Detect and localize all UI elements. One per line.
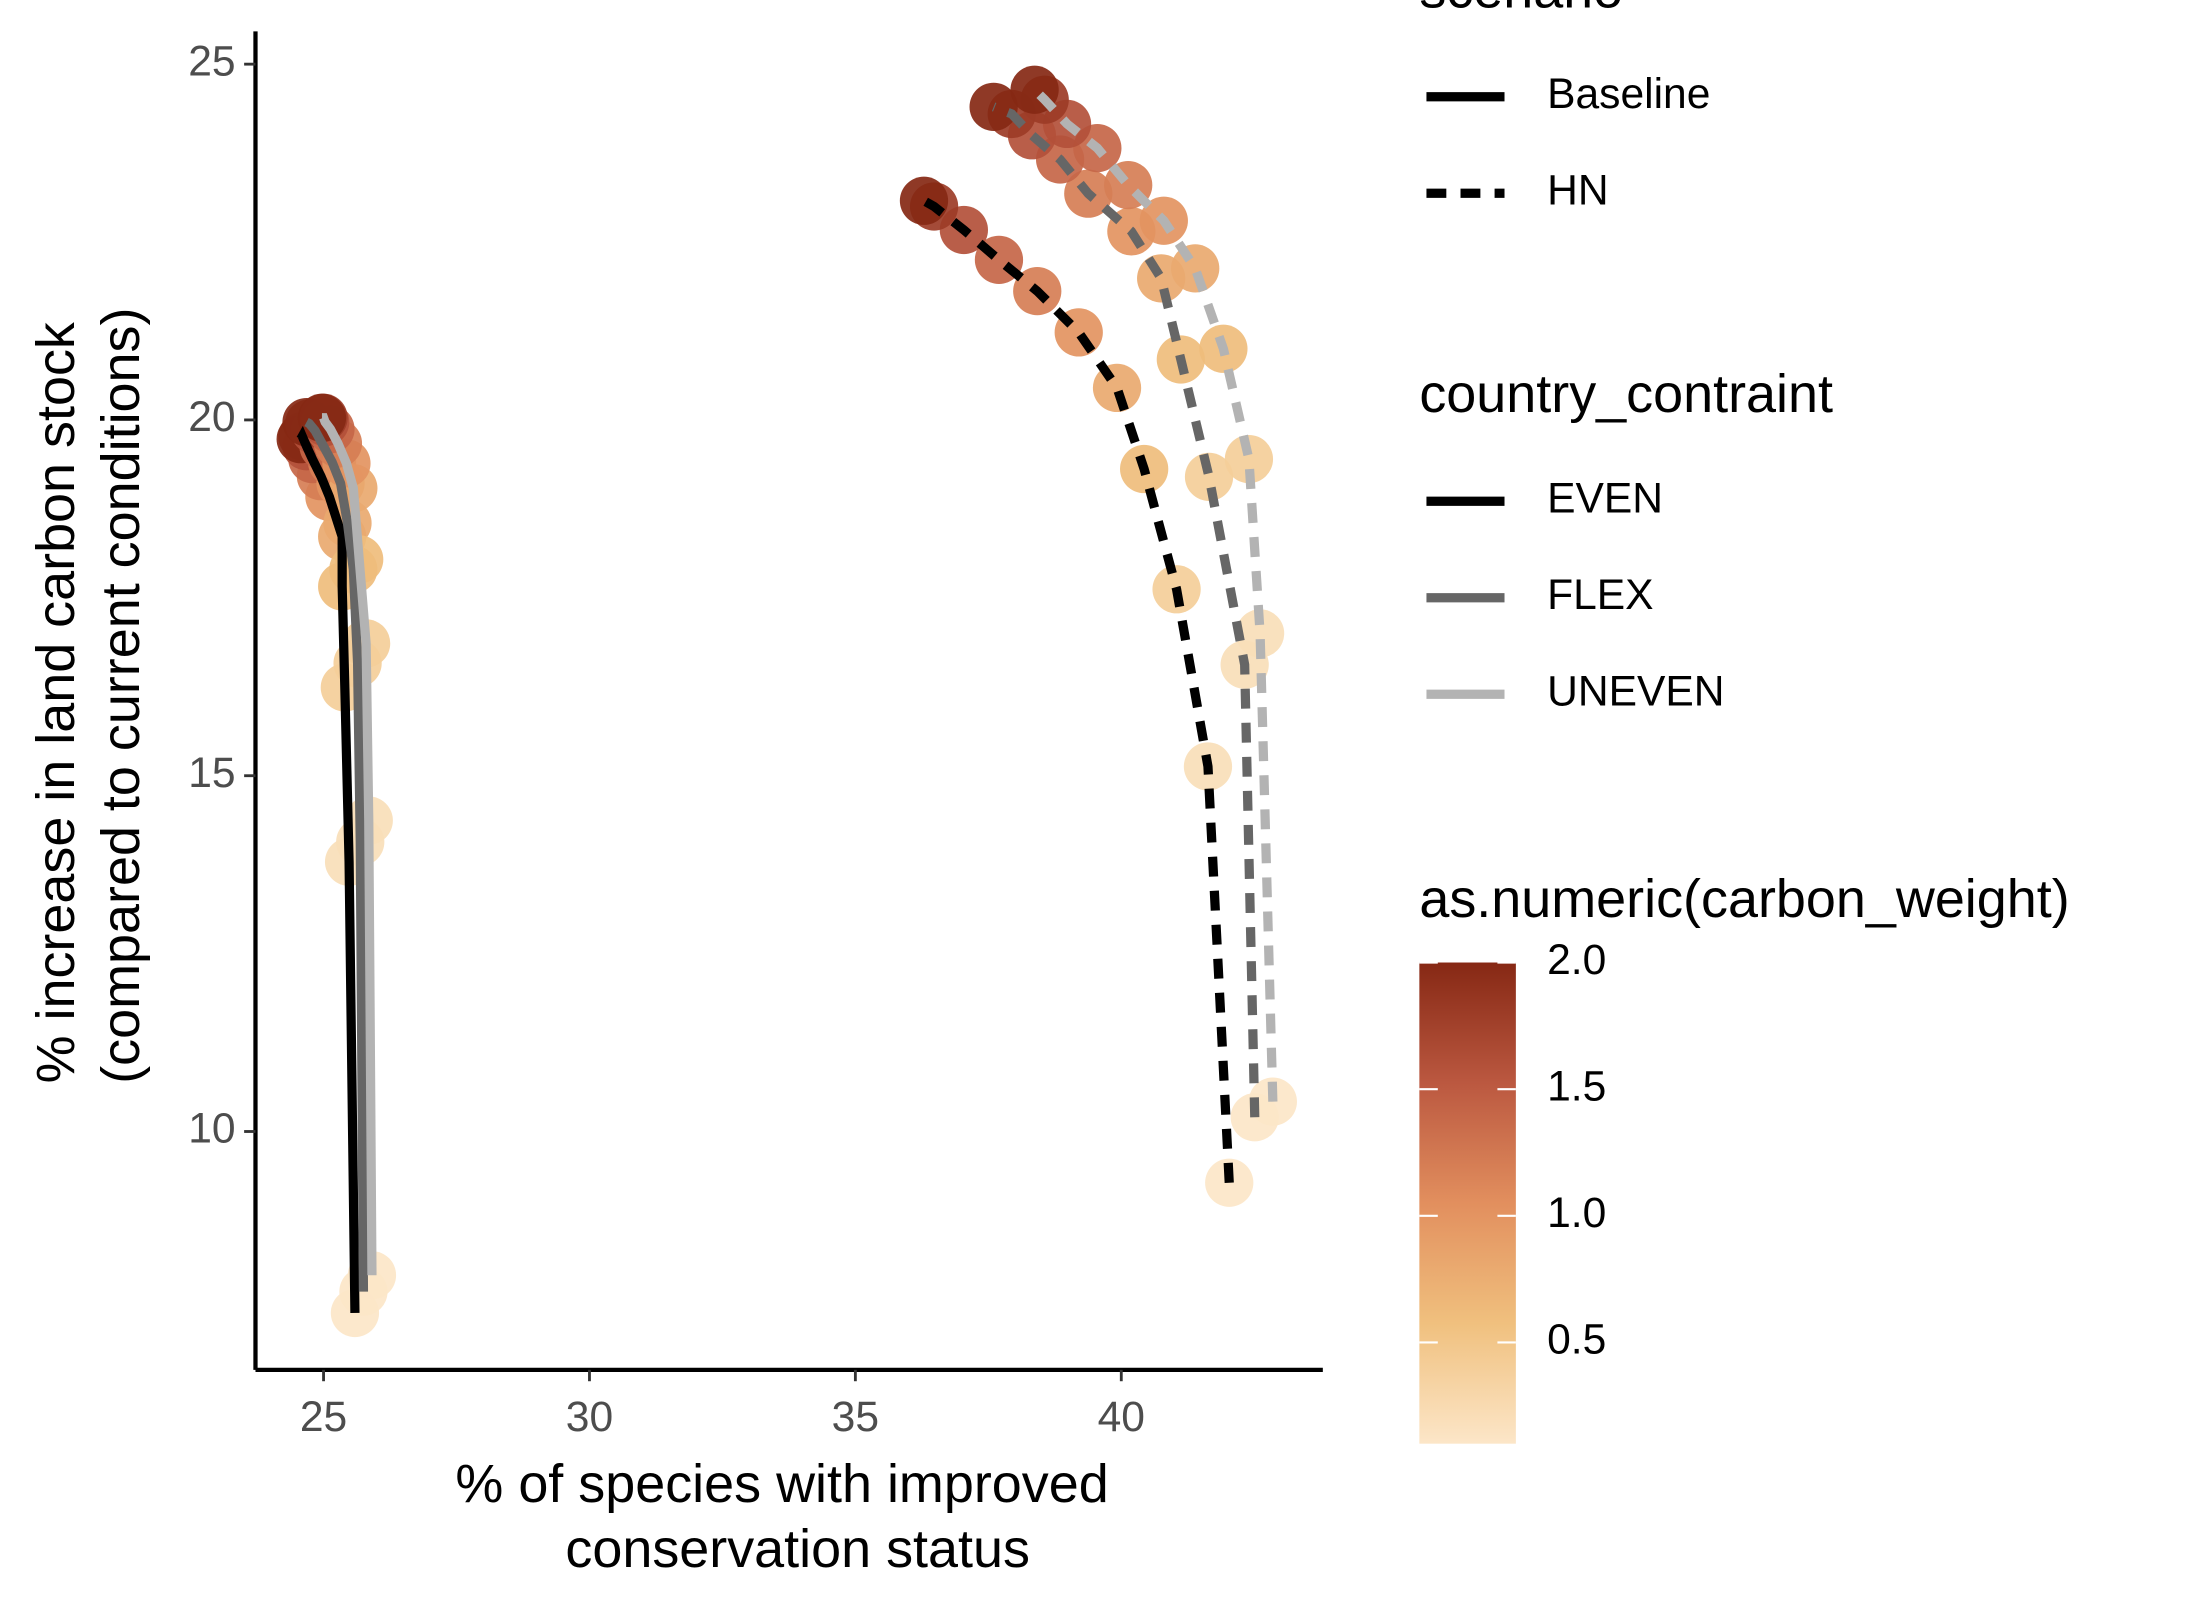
series-line (991, 102, 1260, 1118)
series-line (319, 413, 377, 1276)
point (1205, 1158, 1254, 1207)
legend-title: country_contraint (1419, 364, 1833, 424)
point (1184, 452, 1234, 501)
y-tick-label: 10 (188, 1105, 235, 1153)
series-line (921, 196, 1234, 1183)
plot-area (276, 65, 1297, 1338)
colorbar-label: 0.5 (1547, 1316, 1606, 1364)
point (899, 176, 949, 225)
colorbar-label: 1.5 (1547, 1062, 1606, 1110)
colorbar-label: 1.0 (1547, 1189, 1606, 1237)
y-axis-title: % increase in land carbon stock (26, 321, 86, 1083)
point (1235, 609, 1285, 658)
x-tick-label: 30 (566, 1393, 613, 1441)
legend-title: as.numeric(carbon_weight) (1419, 869, 2069, 929)
colorbar-label: 2.0 (1547, 936, 1606, 984)
legend-label: FLEX (1547, 571, 1653, 619)
point (1224, 434, 1274, 484)
legend-title: scenario (1419, 0, 1623, 19)
x-tick-label: 25 (300, 1393, 347, 1441)
x-axis-title: conservation status (565, 1519, 1030, 1579)
y-tick-label: 25 (188, 37, 235, 85)
legend-label: UNEVEN (1547, 668, 1724, 716)
x-tick-label: 40 (1098, 1393, 1145, 1441)
series-line (304, 418, 369, 1292)
legend-label: EVEN (1547, 474, 1663, 522)
y-tick-label: 20 (188, 393, 235, 441)
legend-label: HN (1547, 166, 1609, 214)
x-axis-title: % of species with improved (455, 1454, 1108, 1514)
x-tick-label: 35 (832, 1393, 879, 1441)
series-line (1031, 86, 1278, 1102)
colorbar (1419, 962, 1516, 1444)
y-tick-label: 15 (188, 749, 235, 797)
y-axis-title: (compared to current conditions) (91, 308, 151, 1084)
point (1171, 244, 1220, 293)
legend-label: Baseline (1547, 70, 1710, 118)
series-line (296, 425, 360, 1314)
